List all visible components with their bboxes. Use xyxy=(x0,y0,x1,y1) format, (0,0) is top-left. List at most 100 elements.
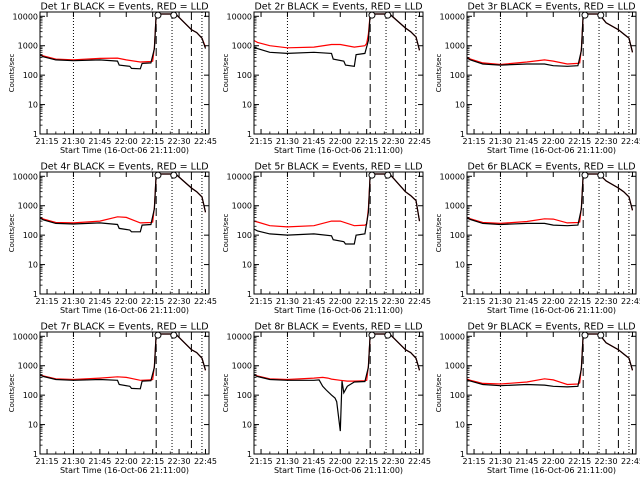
x-tick-label: 21:15 xyxy=(463,457,486,466)
x-tick-label: 21:45 xyxy=(88,137,111,146)
x-tick-label: 22:00 xyxy=(115,457,138,466)
x-tick-label: 21:45 xyxy=(302,137,325,146)
events-series-line xyxy=(254,173,421,245)
lld-series-line xyxy=(254,173,421,228)
x-tick-label: 22:30 xyxy=(168,137,191,146)
x-tick-label: 22:00 xyxy=(329,457,352,466)
plot-frame xyxy=(39,11,210,135)
x-axis-label: Start Time (16-Oct-06 21:11:00) xyxy=(487,306,616,315)
x-tick-label: 22:45 xyxy=(408,457,431,466)
lld-series-line xyxy=(254,333,421,382)
y-tick-label: 100 xyxy=(237,231,252,240)
y-tick-label: 10 xyxy=(28,261,38,270)
x-tick-label: 21:45 xyxy=(88,457,111,466)
y-tick-label: 100 xyxy=(237,71,252,80)
x-axis-label: Start Time (16-Oct-06 21:11:00) xyxy=(60,306,189,315)
saturation-marker xyxy=(597,331,605,339)
x-axis-label: Start Time (16-Oct-06 21:11:00) xyxy=(60,146,189,155)
y-tick-label: 1 xyxy=(33,450,38,459)
x-axis-label: Start Time (16-Oct-06 21:11:00) xyxy=(274,146,403,155)
x-tick-label: 21:45 xyxy=(515,137,538,146)
events-series-line xyxy=(254,333,421,432)
y-tick-label: 10000 xyxy=(227,12,252,21)
y-tick-label: 1000 xyxy=(18,362,38,371)
x-tick-label: 21:45 xyxy=(302,297,325,306)
x-tick-label: 22:30 xyxy=(382,137,405,146)
detector-panel-9: Det 9r BLACK = Events, RED = LLD 1 10 100 10… xyxy=(435,322,640,476)
detector-panel-8: Det 8r BLACK = Events, RED = LLD 1 10 100 10… xyxy=(222,322,431,476)
x-tick-label: 22:30 xyxy=(595,297,618,306)
events-series-line xyxy=(254,13,421,67)
saturation-marker xyxy=(368,331,376,339)
y-tick-label: 10000 xyxy=(13,12,38,21)
x-tick-label: 22:30 xyxy=(595,457,618,466)
plot-frame xyxy=(466,11,637,135)
x-tick-label: 22:30 xyxy=(382,457,405,466)
x-tick-label: 22:45 xyxy=(194,297,217,306)
y-tick-label: 1 xyxy=(247,130,252,139)
y-tick-label: 1000 xyxy=(232,362,252,371)
y-tick-label: 10 xyxy=(242,261,252,270)
lld-series-line xyxy=(40,333,207,381)
y-tick-label: 1000 xyxy=(445,42,465,51)
x-tick-label: 22:15 xyxy=(141,457,164,466)
x-tick-label: 21:15 xyxy=(36,297,59,306)
lld-series-line xyxy=(254,13,421,51)
detector-panel-4: Det 4r BLACK = Events, RED = LLD 1 10 100 10… xyxy=(8,162,217,316)
y-axis-label: Counts/sec xyxy=(8,214,16,253)
x-tick-label: 21:15 xyxy=(250,457,273,466)
saturation-marker xyxy=(597,171,605,179)
y-tick-label: 10000 xyxy=(227,172,252,181)
y-tick-label: 100 xyxy=(450,231,465,240)
saturation-marker xyxy=(597,11,605,19)
saturation-marker xyxy=(384,171,392,179)
x-tick-label: 22:00 xyxy=(329,137,352,146)
events-series-line xyxy=(467,173,634,227)
x-tick-label: 22:45 xyxy=(408,137,431,146)
panel-title: Det 4r BLACK = Events, RED = LLD xyxy=(40,162,208,173)
y-tick-label: 1000 xyxy=(18,202,38,211)
events-series-line xyxy=(40,13,207,70)
plot-frame xyxy=(466,331,637,455)
x-tick-label: 22:15 xyxy=(568,297,591,306)
y-tick-label: 100 xyxy=(23,231,38,240)
x-tick-label: 22:45 xyxy=(621,457,640,466)
x-tick-label: 22:00 xyxy=(115,297,138,306)
x-tick-label: 22:00 xyxy=(115,137,138,146)
x-tick-label: 22:15 xyxy=(568,137,591,146)
y-tick-label: 1 xyxy=(460,290,465,299)
y-tick-label: 100 xyxy=(450,391,465,400)
x-tick-label: 21:15 xyxy=(36,137,59,146)
detector-panel-6: Det 6r BLACK = Events, RED = LLD 1 10 100 10… xyxy=(435,162,640,316)
x-tick-label: 21:30 xyxy=(62,457,85,466)
plot-frame xyxy=(253,331,424,455)
y-axis-label: Counts/sec xyxy=(222,374,230,413)
y-tick-label: 100 xyxy=(23,391,38,400)
x-tick-label: 22:00 xyxy=(329,297,352,306)
x-tick-label: 21:30 xyxy=(489,457,512,466)
plot-frame xyxy=(253,11,424,135)
saturation-marker xyxy=(170,331,178,339)
events-series-line xyxy=(40,333,207,390)
saturation-marker xyxy=(581,11,589,19)
saturation-marker xyxy=(368,171,376,179)
saturation-marker xyxy=(384,331,392,339)
y-tick-label: 1 xyxy=(33,130,38,139)
lld-series-line xyxy=(40,173,207,224)
y-tick-label: 10 xyxy=(455,101,465,110)
x-tick-label: 22:30 xyxy=(382,297,405,306)
y-tick-label: 1000 xyxy=(232,42,252,51)
panel-title: Det 1r BLACK = Events, RED = LLD xyxy=(40,2,208,13)
saturation-marker xyxy=(581,171,589,179)
y-axis-label: Counts/sec xyxy=(435,214,443,253)
y-tick-label: 1 xyxy=(33,290,38,299)
y-axis-label: Counts/sec xyxy=(435,374,443,413)
y-tick-label: 100 xyxy=(23,71,38,80)
y-tick-label: 1 xyxy=(460,450,465,459)
saturation-marker xyxy=(581,331,589,339)
x-tick-label: 22:30 xyxy=(595,137,618,146)
y-tick-label: 10 xyxy=(455,421,465,430)
x-tick-label: 22:00 xyxy=(542,137,565,146)
x-tick-label: 21:45 xyxy=(515,297,538,306)
